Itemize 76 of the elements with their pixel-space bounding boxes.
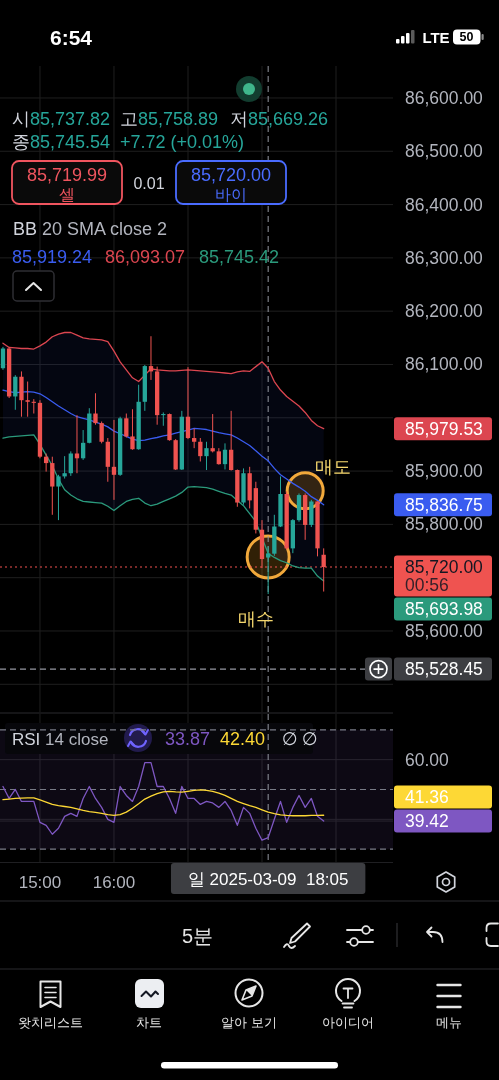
text: RSI 14 close [12,729,109,749]
candlestick [198,437,203,462]
text: 메뉴 [436,1014,462,1030]
candlestick [74,414,80,474]
annotation: 85,719.99 [26,165,108,185]
ref-line-label: 85,720.00 00:56 [405,557,484,596]
candlestick [25,381,30,418]
text: 85,979.53 [405,418,483,439]
x-tick-label: 16:00 [92,872,136,892]
text: 차트 [136,1014,162,1030]
candlestick [99,421,104,444]
text: 85,693.98 [405,599,483,620]
annotation: +7.72 (+0.01%) [120,132,245,152]
candlestick [56,474,61,521]
annotation: ∅ [282,729,298,749]
candlestick [62,455,67,480]
candlestick [204,441,209,471]
text: 아이디어 [322,1014,374,1030]
text: 85,836.75 [405,494,483,515]
y-tick-label: 86,400.00 [405,194,484,215]
y-tick-label: 85,900.00 [405,461,484,482]
y-tick-label: 86,100.00 [405,354,484,375]
annotation: 종85,745.54 [12,132,111,152]
ref-line-label: 일 2025-03-09 18:05 [187,869,349,889]
y-tick-label: 86,300.00 [405,247,484,268]
text: LTE [422,28,450,46]
x-tick-label: 15:00 [18,872,62,892]
annotation: 42.40 [220,729,266,749]
candlestick [124,413,129,438]
annotation: 86,093.07 [105,247,186,267]
candlestick [93,392,98,426]
y-tick-label: 85,600.00 [405,620,484,641]
text: 왓치리스트 [17,1014,83,1030]
candlestick [130,408,135,451]
text: 41.36 [405,787,449,808]
annotation: 0.01 [133,174,165,192]
annotation: 시85,737.82 [12,109,111,129]
candlestick [111,419,117,501]
annotation: 저85,669.26 [230,109,329,129]
annotation: ∅ [302,729,318,749]
y-tick-label: 39.42 [405,811,449,832]
text: 6:54 [49,25,93,49]
annotation: 33.87 [165,729,211,749]
y-tick-label: 86,600.00 [405,87,484,108]
y-tick-label: 86,200.00 [405,301,484,322]
text: 5분 [182,925,214,947]
candlestick [229,410,234,472]
candlestick [50,456,55,516]
line-series [2,331,325,430]
ref-line-label: 85,528.45 [405,659,483,680]
candlestick [68,450,73,477]
annotation: 고85,758.89 [120,109,219,129]
candlestick [185,366,191,440]
line-series [2,761,325,841]
y-tick-label: 60.00 [405,749,450,770]
line-series [2,789,325,817]
candlestick [210,413,215,453]
annotation: 85,919.24 [12,247,93,267]
text: 50 [459,30,474,44]
annotation: 매수 [238,608,275,629]
candlestick [80,429,86,461]
candlestick [309,499,314,528]
candlestick [0,346,6,371]
candlestick [192,427,197,449]
annotation: 셀 [59,185,75,203]
annotation: 바이 [215,185,247,203]
annotation: 매도 [315,456,352,477]
annotation: 85,720.00 [190,165,272,185]
candlestick [19,370,24,418]
text: 알아 보기 [221,1014,277,1030]
candlestick [266,545,271,595]
annotation: 85,745.42 [199,247,280,267]
candlestick [222,442,228,470]
y-tick-label: 86,500.00 [405,141,484,162]
y-tick-label: 85,800.00 [405,514,484,535]
annotation: BB 20 SMA close 2 [13,219,168,239]
